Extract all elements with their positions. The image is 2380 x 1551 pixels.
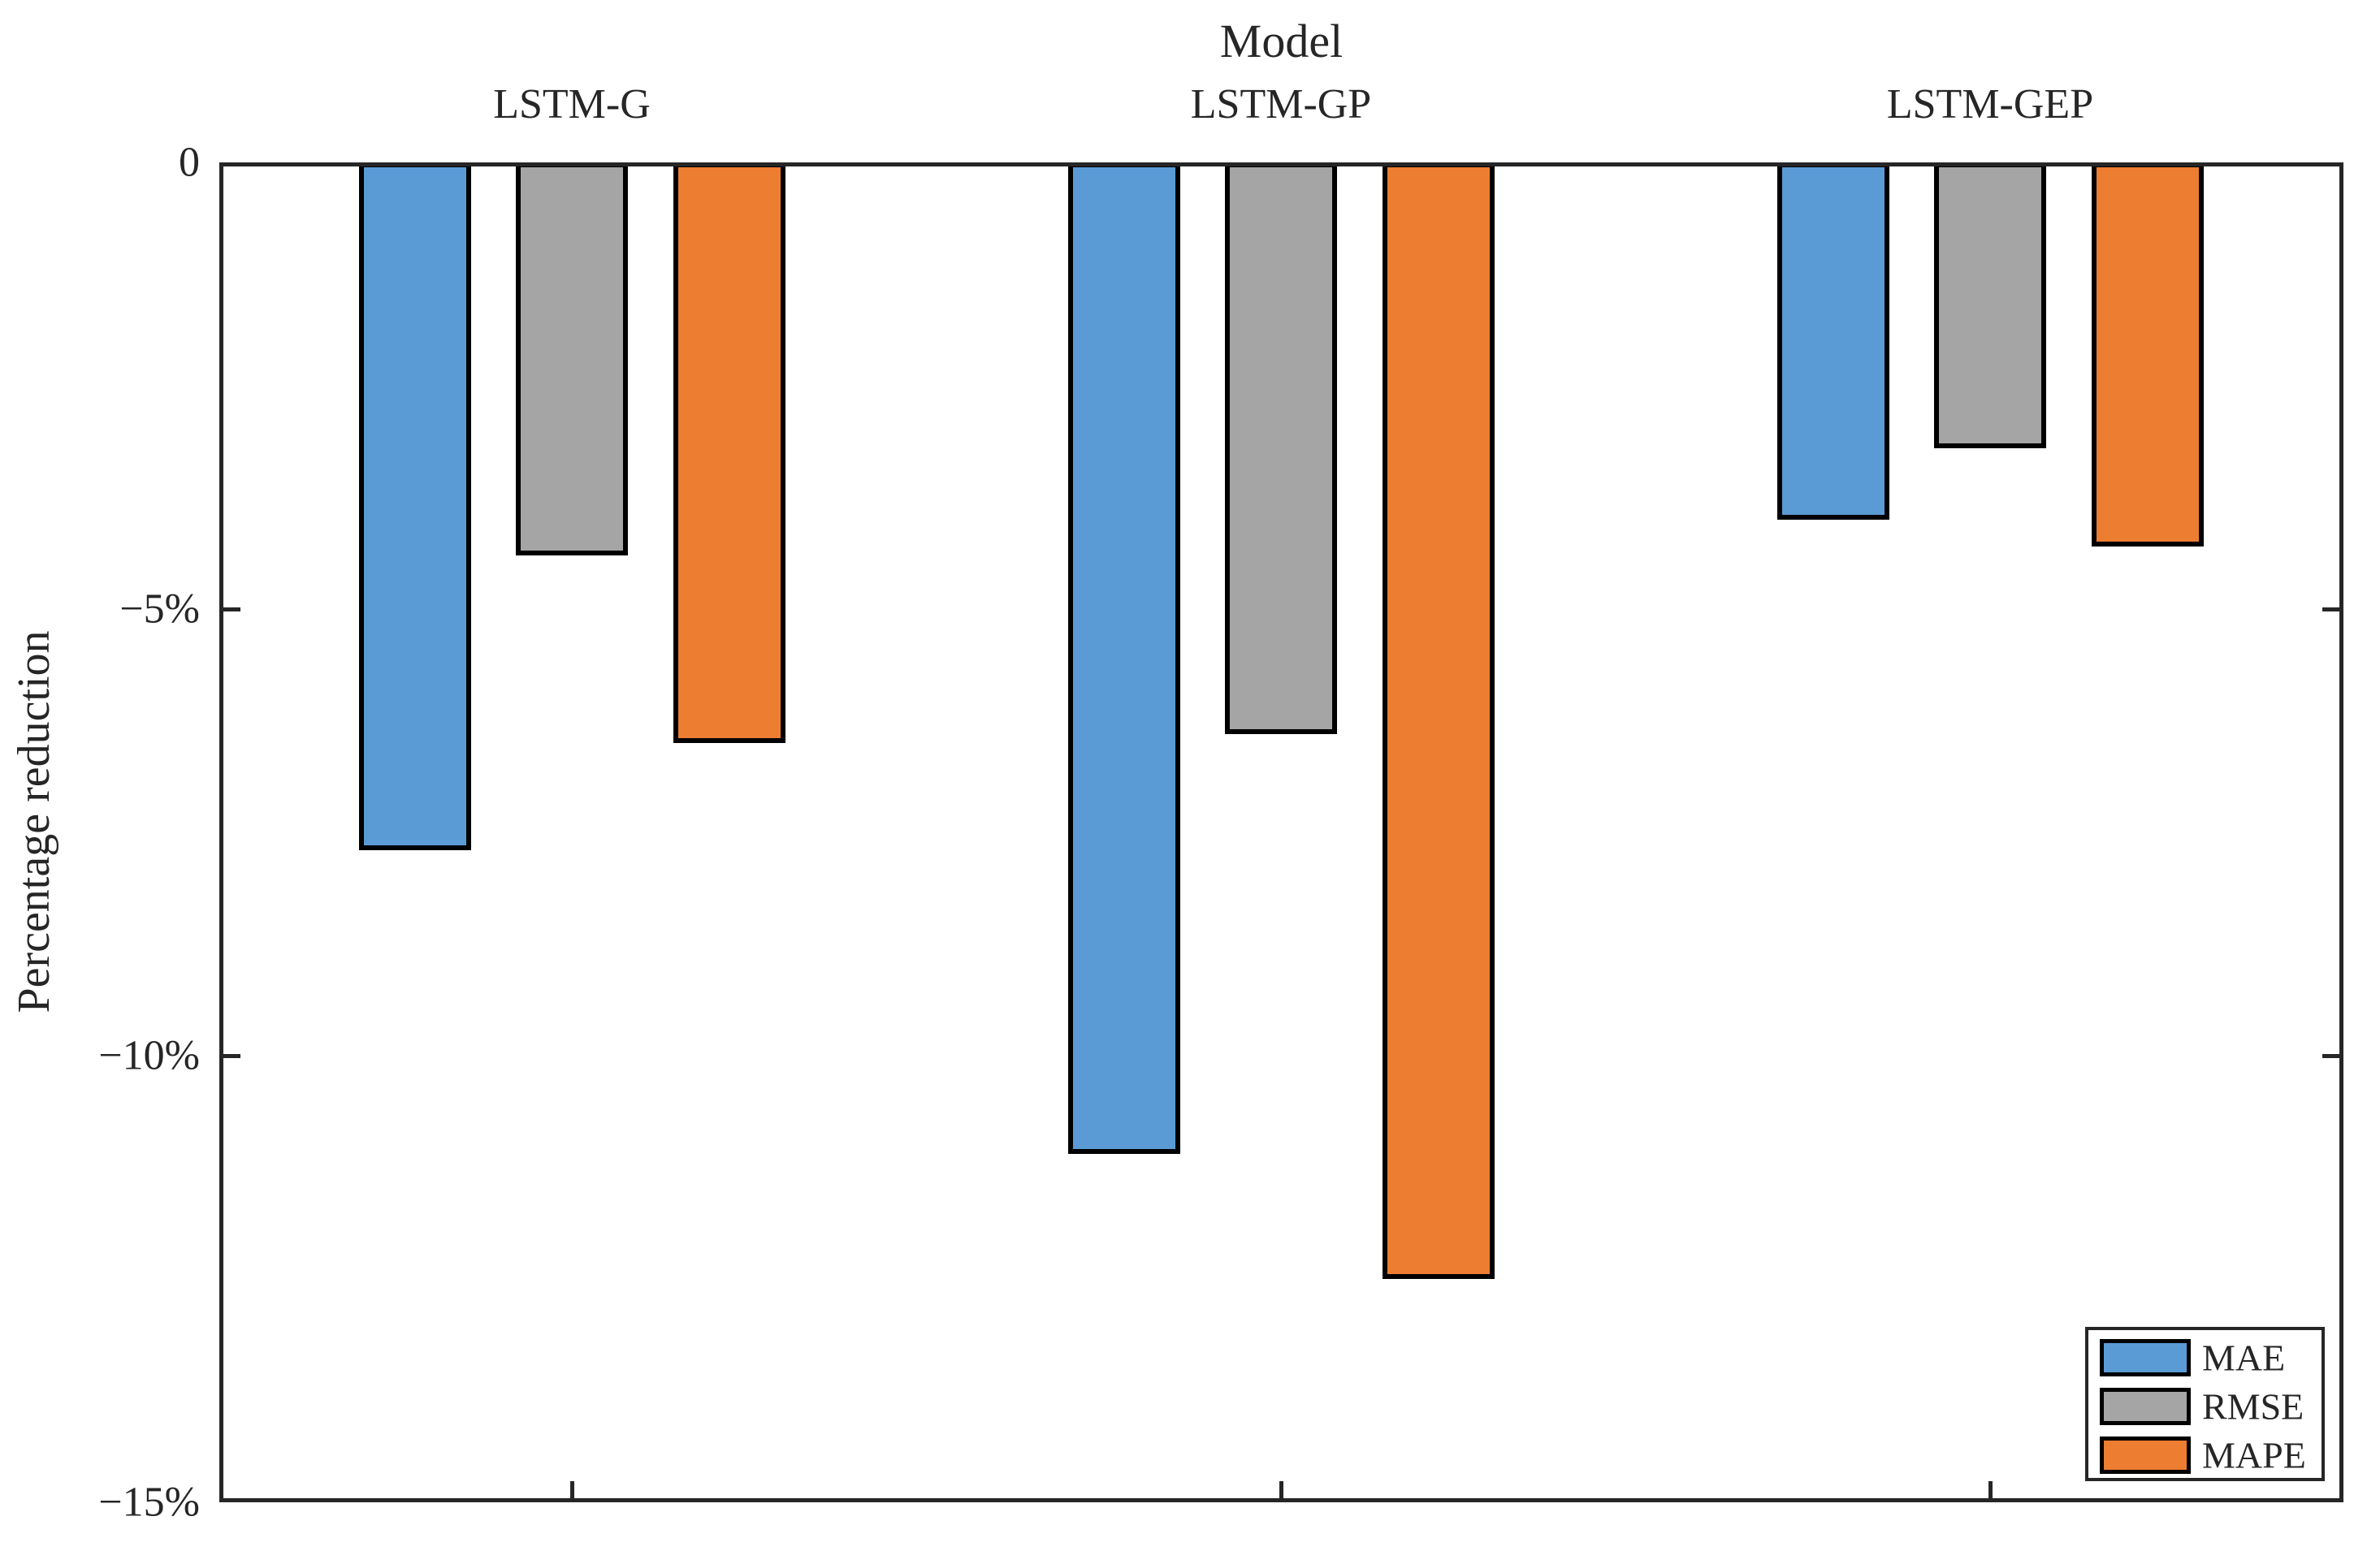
legend-label: MAPE	[2202, 1434, 2306, 1476]
chart-title: Model	[1219, 15, 1344, 67]
x-axis-tick-mark	[570, 1481, 574, 1502]
bar-lstm-gep-rmse	[1934, 162, 2046, 448]
bar-lstm-gep-mae	[1776, 162, 1889, 520]
legend-swatch-mae	[2100, 1339, 2191, 1376]
y-axis-label: Percentage reduction	[9, 630, 59, 1013]
x-axis-tick-mark	[1279, 1481, 1283, 1502]
bar-lstm-gep-mape	[2091, 162, 2204, 547]
plot-area	[219, 162, 2343, 1502]
y-axis-tick-mark	[2322, 1054, 2343, 1058]
bar-lstm-gp-rmse	[1225, 162, 1337, 734]
x-axis-group-label: LSTM-GEP	[1886, 81, 2094, 127]
bar-lstm-gp-mae	[1067, 162, 1180, 1154]
legend-row: MAE	[2088, 1333, 2322, 1382]
bar-lstm-gp-mape	[1382, 162, 1495, 1279]
y-axis-tick-mark	[219, 607, 240, 611]
y-tick-label: −10%	[98, 1032, 200, 1079]
legend-label: RMSE	[2202, 1385, 2304, 1428]
y-tick-label: −5%	[119, 585, 200, 633]
x-axis-group-label: LSTM-G	[493, 81, 651, 127]
legend-label: MAE	[2202, 1337, 2286, 1379]
legend-swatch-mape	[2100, 1437, 2191, 1474]
y-axis-tick-mark	[2322, 607, 2343, 611]
legend-swatch-rmse	[2100, 1388, 2191, 1425]
y-tick-label: 0	[179, 139, 200, 186]
x-axis-group-label: LSTM-GP	[1190, 81, 1372, 127]
bar-lstm-g-mape	[673, 162, 785, 743]
legend-row: MAPE	[2088, 1431, 2322, 1480]
bar-lstm-g-mae	[358, 162, 471, 850]
y-tick-label: −15%	[98, 1479, 200, 1526]
legend: MAE RMSE MAPE	[2085, 1327, 2325, 1481]
y-axis-tick-mark	[219, 1054, 240, 1058]
bar-lstm-g-rmse	[516, 162, 628, 555]
legend-row: RMSE	[2088, 1382, 2322, 1431]
x-axis-tick-mark	[1988, 1481, 1993, 1502]
